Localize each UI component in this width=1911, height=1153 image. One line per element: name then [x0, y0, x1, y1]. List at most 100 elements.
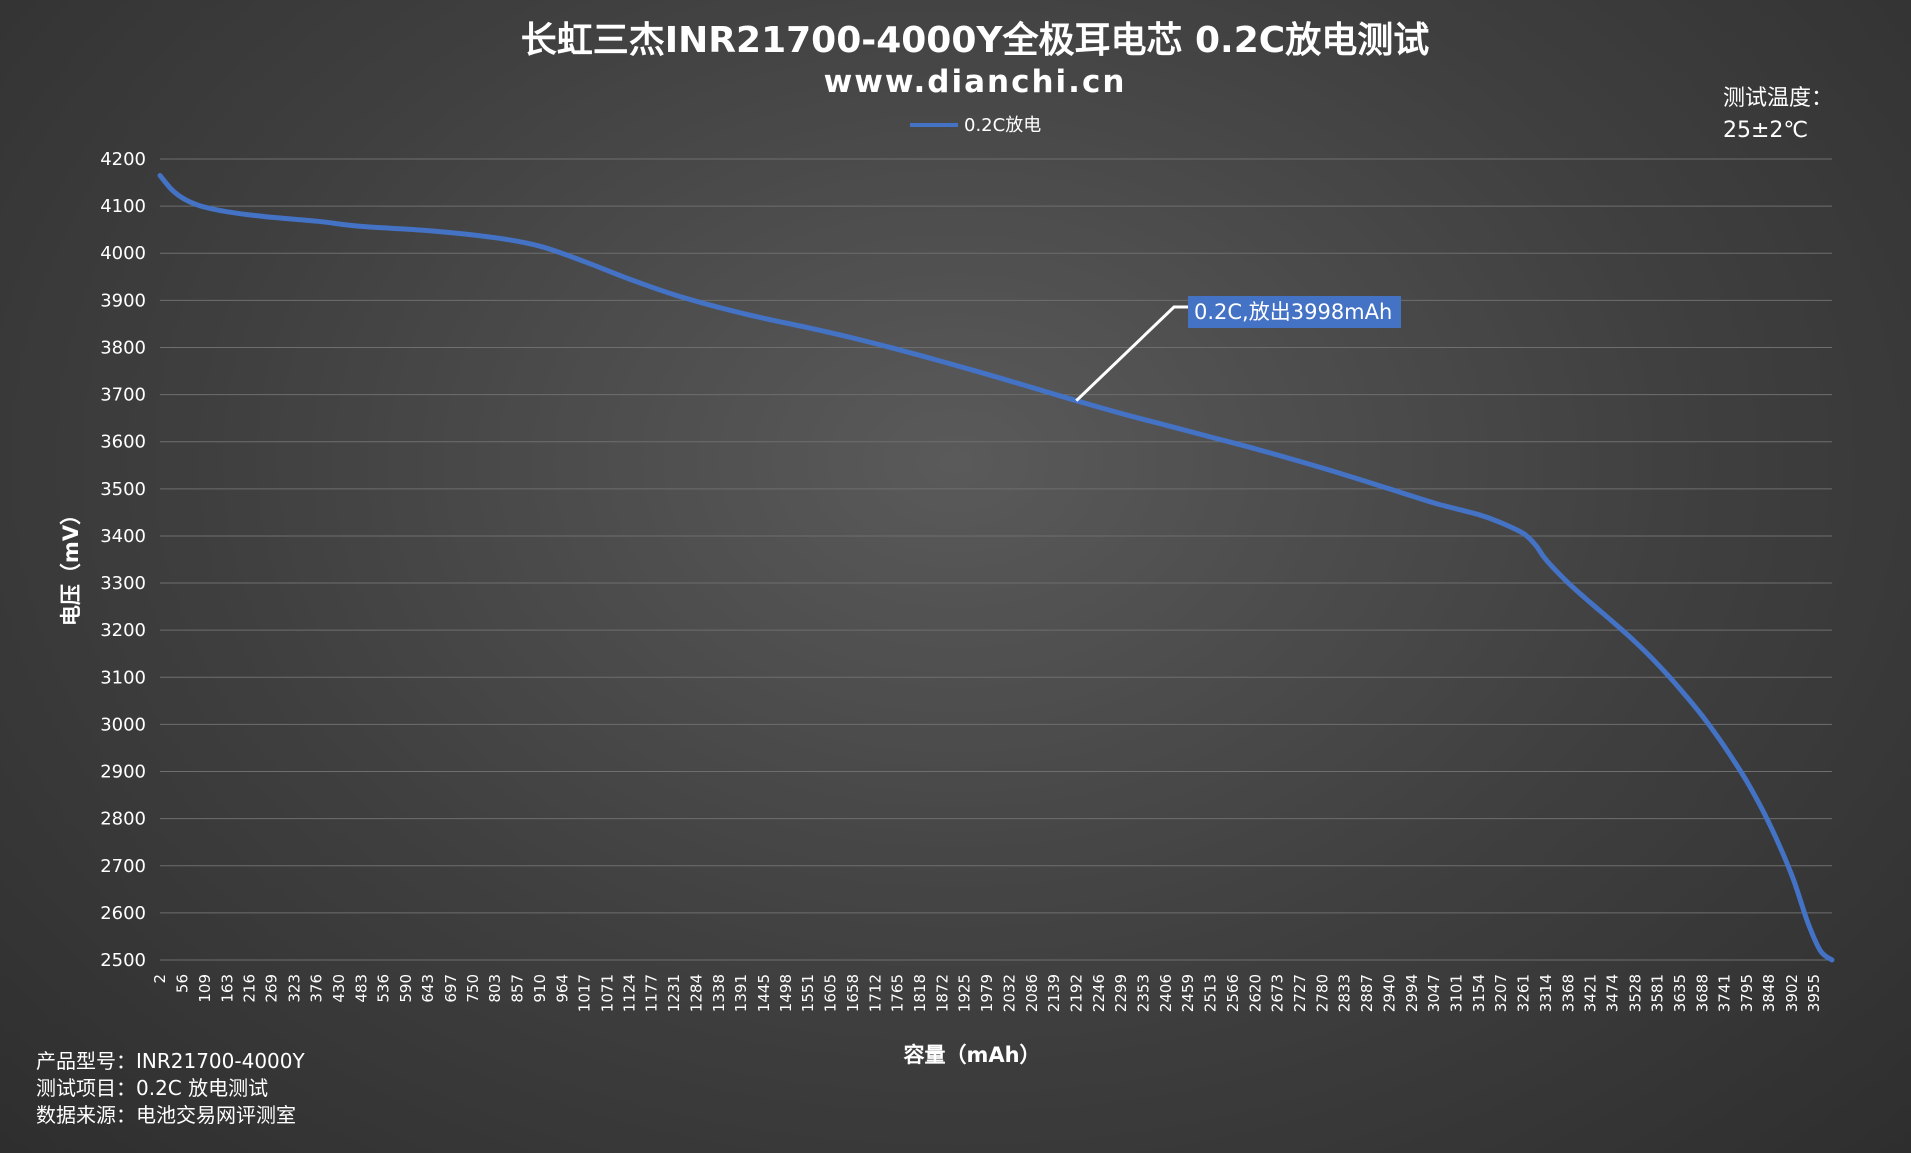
x-tick-label: 376 — [307, 974, 325, 1003]
y-tick-label: 3200 — [100, 620, 146, 641]
x-tick-label: 2673 — [1269, 974, 1287, 1012]
y-tick-label: 2500 — [100, 950, 146, 971]
x-tick-label: 2513 — [1202, 974, 1220, 1012]
x-tick-label: 3902 — [1783, 974, 1801, 1012]
x-tick-label: 2833 — [1336, 974, 1354, 1012]
x-tick-label: 323 — [285, 974, 303, 1003]
x-tick-label: 2459 — [1179, 974, 1197, 1012]
y-axis-label: 电压（mV） — [59, 504, 83, 626]
y-tick-label: 3900 — [100, 290, 146, 311]
x-tick-label: 483 — [352, 974, 370, 1003]
x-tick-label: 1605 — [822, 974, 840, 1012]
y-tick-label: 2900 — [100, 762, 146, 783]
x-tick-label: 1979 — [978, 974, 996, 1012]
x-tick-label: 1551 — [799, 974, 817, 1012]
y-tick-label: 3000 — [100, 714, 146, 735]
x-tick-label: 1391 — [732, 974, 750, 1012]
x-tick-label: 643 — [419, 974, 437, 1003]
x-tick-label: 1765 — [889, 974, 907, 1012]
x-tick-label: 3421 — [1582, 974, 1600, 1012]
x-tick-label: 3047 — [1425, 974, 1443, 1012]
x-tick-label: 3314 — [1537, 974, 1555, 1012]
x-tick-label: 3154 — [1470, 974, 1488, 1012]
x-tick-label: 2620 — [1246, 974, 1264, 1012]
footer-test-item: 测试项目：0.2C 放电测试 — [36, 1076, 268, 1100]
x-tick-label: 3848 — [1760, 974, 1778, 1012]
x-tick-label: 3101 — [1448, 974, 1466, 1012]
x-tick-label: 1284 — [687, 974, 705, 1012]
x-tick-label: 3474 — [1604, 974, 1622, 1012]
series-line-0.2c-discharge — [157, 173, 1835, 963]
chart-title: 长虹三杰INR21700-4000Y全极耳电芯 0.2C放电测试 — [521, 19, 1429, 61]
x-tick-label: 3207 — [1492, 974, 1510, 1012]
y-tick-label: 4100 — [100, 196, 146, 217]
legend: 0.2C放电 — [910, 115, 1041, 136]
x-tick-label: 1231 — [665, 974, 683, 1012]
y-tick-label: 3700 — [100, 385, 146, 406]
y-tick-label: 4000 — [100, 243, 146, 264]
x-tick-label: 3635 — [1671, 974, 1689, 1012]
x-tick-label: 3581 — [1649, 974, 1667, 1012]
callout-leader-line — [1075, 305, 1188, 402]
x-tick-label: 964 — [554, 974, 572, 1003]
y-tick-label: 2800 — [100, 809, 146, 830]
x-tick-label: 857 — [509, 974, 527, 1003]
x-tick-label: 750 — [464, 974, 482, 1003]
x-tick-label: 1712 — [866, 974, 884, 1012]
x-tick-label: 2192 — [1067, 974, 1085, 1012]
x-axis-label: 容量（mAh） — [903, 1043, 1040, 1067]
x-tick-label: 269 — [263, 974, 281, 1003]
x-tick-label: 56 — [174, 974, 192, 993]
footer: 产品型号：INR21700-4000Y 测试项目：0.2C 放电测试 数据来源：… — [36, 1049, 305, 1127]
x-tick-label: 2 — [151, 974, 169, 984]
x-tick-label: 1124 — [620, 974, 638, 1012]
x-tick-label: 216 — [241, 974, 259, 1003]
x-tick-label: 2139 — [1045, 974, 1063, 1012]
x-tick-label: 430 — [330, 974, 348, 1003]
y-tick-label: 2600 — [100, 903, 146, 924]
x-tick-label: 697 — [442, 974, 460, 1003]
x-tick-label: 3688 — [1693, 974, 1711, 1012]
footer-source: 数据来源：电池交易网评测室 — [36, 1103, 296, 1127]
x-tick-label: 2406 — [1157, 974, 1175, 1012]
x-axis-ticks: 2 56 109 163 216 269 323 376 430 483 536 590 643 697 7… — [151, 974, 1823, 1012]
x-tick-label: 2780 — [1313, 974, 1331, 1012]
callout-text: 0.2C,放出3998mAh — [1194, 300, 1392, 324]
x-tick-label: 2086 — [1023, 974, 1041, 1012]
y-tick-label: 3500 — [100, 479, 146, 500]
x-tick-label: 1925 — [956, 974, 974, 1012]
x-tick-label: 2299 — [1112, 974, 1130, 1012]
x-tick-label: 1445 — [755, 974, 773, 1012]
x-tick-label: 109 — [196, 974, 214, 1003]
x-tick-label: 1017 — [576, 974, 594, 1012]
callout-box — [1188, 296, 1401, 328]
y-tick-label: 3300 — [100, 573, 146, 594]
y-axis-ticks: 4200 4100 4000 3900 3800 3700 3600 3500 3400 3300… — [100, 149, 146, 971]
x-tick-label: 2353 — [1135, 974, 1153, 1012]
x-tick-label: 1177 — [643, 974, 661, 1012]
y-tick-label: 4200 — [100, 149, 146, 170]
x-tick-label: 536 — [374, 974, 392, 1003]
x-tick-label: 3368 — [1559, 974, 1577, 1012]
x-tick-label: 2994 — [1403, 974, 1421, 1012]
x-tick-label: 1872 — [933, 974, 951, 1012]
footer-model: 产品型号：INR21700-4000Y — [36, 1049, 305, 1073]
chart-subtitle: www.dianchi.cn — [824, 64, 1127, 100]
grid-lines — [160, 158, 1832, 961]
x-tick-label: 1658 — [844, 974, 862, 1012]
x-tick-label: 3528 — [1626, 974, 1644, 1012]
legend-label: 0.2C放电 — [964, 115, 1041, 136]
y-tick-label: 3800 — [100, 337, 146, 358]
x-tick-label: 2727 — [1291, 974, 1309, 1012]
y-tick-label: 3100 — [100, 667, 146, 688]
y-tick-label: 2700 — [100, 856, 146, 877]
x-tick-label: 910 — [531, 974, 549, 1003]
x-tick-label: 1498 — [777, 974, 795, 1012]
callout: 0.2C,放出3998mAh — [1075, 296, 1401, 402]
x-tick-label: 2246 — [1090, 974, 1108, 1012]
x-tick-label: 2566 — [1224, 974, 1242, 1012]
x-tick-label: 2032 — [1000, 974, 1018, 1012]
x-tick-label: 3261 — [1515, 974, 1533, 1012]
x-tick-label: 590 — [397, 974, 415, 1003]
